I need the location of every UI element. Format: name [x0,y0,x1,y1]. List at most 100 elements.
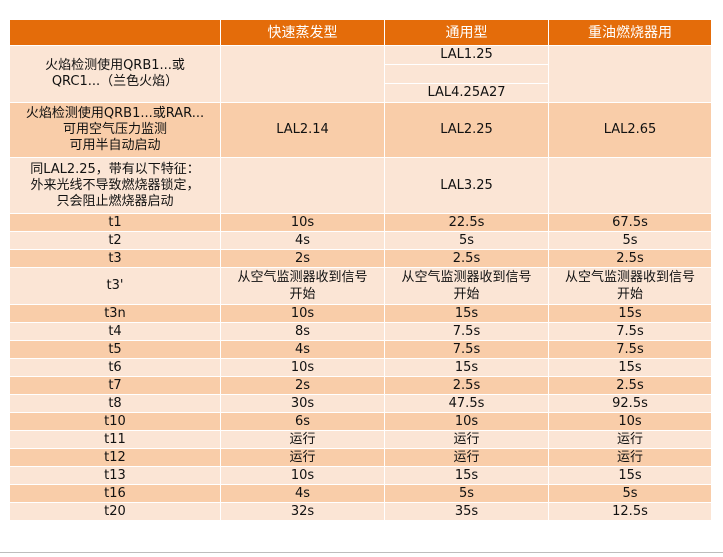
row-label: t3 [9,249,221,268]
group-cell-universal-sub: LAL4.25A27 [384,83,549,103]
group-row-qrb-rar: 火焰检测使用QRB1...或RAR... 可用空气压力监测 可用半自动启动 LA… [9,102,712,158]
table-cell: 35s [384,502,549,521]
table-cell: 12.5s [548,502,712,521]
table-row: t13 10s 15s 15s [9,466,712,485]
table-cell: 67.5s [548,213,712,232]
spec-table: 快速蒸发型 通用型 重油燃烧器用 火焰检测使用QRB1...或 QRC1...（… [9,19,712,521]
table-cell: 10s [220,466,385,485]
table-row: t16 4s 5s 5s [9,484,712,503]
table-row: t2 4s 5s 5s [9,231,712,250]
table-cell: 2s [220,249,385,268]
table-cell: 5s [384,231,549,250]
table-cell: 5s [548,484,712,503]
table-cell: 运行 [548,448,712,467]
table-cell: 7.5s [548,340,712,359]
table-cell: 15s [548,466,712,485]
table-row: t8 30s 47.5s 92.5s [9,394,712,413]
group-label: 火焰检测使用QRB1...或 QRC1...（兰色火焰） [9,45,221,103]
table-cell: 10s [220,304,385,323]
table-cell: 2.5s [384,249,549,268]
row-label: t6 [9,358,221,377]
table-cell: 运行 [384,430,549,449]
group-cell-fast: LAL2.14 [220,102,385,158]
table-row: t10 6s 10s 10s [9,412,712,431]
table-cell: 10s [220,213,385,232]
group-row-qrb-qrc: 火焰检测使用QRB1...或 QRC1...（兰色火焰） LAL1.25 [9,45,712,103]
header-cell-universal: 通用型 [384,19,549,46]
table-row: t6 10s 15s 15s [9,358,712,377]
group-row-lal325: 同LAL2.25，带有以下特征： 外来光线不导致燃烧器锁定， 只会阻止燃烧器启动… [9,157,712,214]
row-label: t7 [9,376,221,395]
table-cell: 5s [384,484,549,503]
row-label: t12 [9,448,221,467]
header-cell-heavy-oil: 重油燃烧器用 [548,19,712,46]
row-label: t3n [9,304,221,323]
group-label: 同LAL2.25，带有以下特征： 外来光线不导致燃烧器锁定， 只会阻止燃烧器启动 [9,157,221,214]
table-cell: 运行 [220,430,385,449]
table-cell: 7.5s [384,322,549,341]
table-cell: 6s [220,412,385,431]
table-row: t5 4s 7.5s 7.5s [9,340,712,359]
table-cell: 从空气监测器收到信号 开始 [220,267,385,305]
group-cell-fast [220,157,385,214]
row-label: t4 [9,322,221,341]
row-label: t16 [9,484,221,503]
table-cell: 运行 [220,448,385,467]
group-subrow [10,64,712,84]
table-row: t11 运行 运行 运行 [9,430,712,449]
table-cell: 2.5s [548,376,712,395]
table-cell: 2.5s [548,249,712,268]
table-cell: 7.5s [548,322,712,341]
group-cell-heavy [548,45,712,103]
table-cell: 5s [548,231,712,250]
table-cell: 4s [220,484,385,503]
table-cell: 10s [548,412,712,431]
table-cell: 从空气监测器收到信号 开始 [384,267,549,305]
table-cell: 运行 [548,430,712,449]
table-cell: 15s [384,358,549,377]
table-cell: 92.5s [548,394,712,413]
table-row: t7 2s 2.5s 2.5s [9,376,712,395]
table-row: t3 2s 2.5s 2.5s [9,249,712,268]
group-subrow: LAL4.25A27 [10,83,712,103]
row-label: t20 [9,502,221,521]
row-label: t2 [9,231,221,250]
table-row: t1 10s 22.5s 67.5s [9,213,712,232]
header-row: 快速蒸发型 通用型 重油燃烧器用 [9,19,712,46]
row-label: t3' [9,267,221,305]
table-cell: 15s [548,358,712,377]
row-label: t11 [9,430,221,449]
table-cell: 2.5s [384,376,549,395]
header-cell-fast-evaporation: 快速蒸发型 [220,19,385,46]
table-cell: 30s [220,394,385,413]
table-cell: 10s [220,358,385,377]
spec-table-container: 快速蒸发型 通用型 重油燃烧器用 火焰检测使用QRB1...或 QRC1...（… [9,19,712,521]
header-cell-corner [9,19,221,46]
group-cell-universal-sub: LAL1.25 [384,45,549,65]
group-cell-heavy: LAL2.65 [548,102,712,158]
table-cell: 2s [220,376,385,395]
group-label: 火焰检测使用QRB1...或RAR... 可用空气压力监测 可用半自动启动 [9,102,221,158]
table-cell: 4s [220,340,385,359]
table-cell: 7.5s [384,340,549,359]
group-cell-universal: LAL3.25 [384,157,549,214]
bottom-divider [0,552,723,553]
table-cell: 47.5s [384,394,549,413]
row-label: t13 [9,466,221,485]
group-cell-fast [220,45,385,103]
group-cell-universal-sub [384,64,549,84]
table-row: t3' 从空气监测器收到信号 开始 从空气监测器收到信号 开始 从空气监测器收到信号 … [9,267,712,305]
row-label: t5 [9,340,221,359]
table-cell: 10s [384,412,549,431]
table-cell: 8s [220,322,385,341]
row-label: t10 [9,412,221,431]
table-row: t20 32s 35s 12.5s [9,502,712,521]
table-row: t12 运行 运行 运行 [9,448,712,467]
table-cell: 运行 [384,448,549,467]
table-cell: 22.5s [384,213,549,232]
table-cell: 32s [220,502,385,521]
table-row: t4 8s 7.5s 7.5s [9,322,712,341]
group-cell-universal: LAL2.25 [384,102,549,158]
table-cell: 4s [220,231,385,250]
table-cell: 从空气监测器收到信号 开始 [548,267,712,305]
